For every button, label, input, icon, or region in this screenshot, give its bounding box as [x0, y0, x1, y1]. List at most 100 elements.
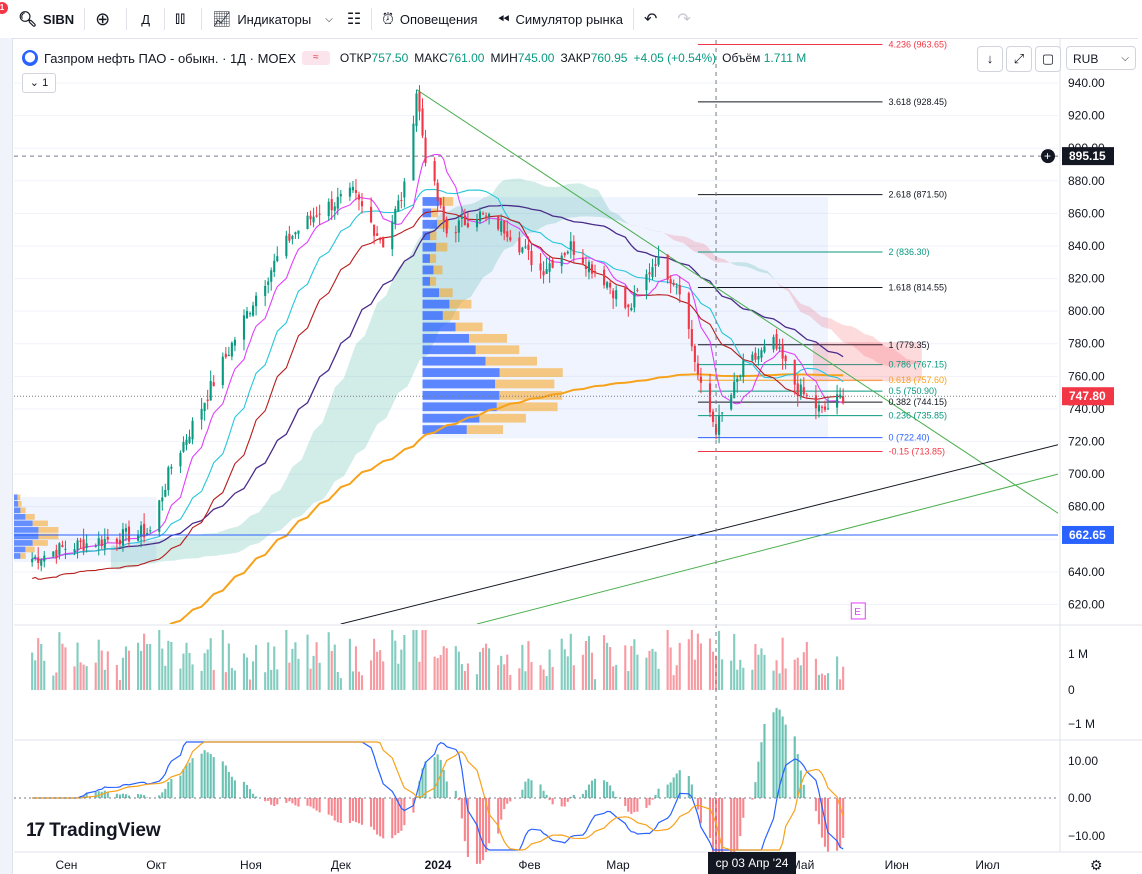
macd-histogram-bar — [351, 798, 354, 821]
ichimoku-cloud-segment — [906, 358, 916, 365]
candle-body — [37, 557, 40, 564]
indicators-collapse-button[interactable]: ⌄ 1 — [22, 73, 56, 93]
volume-bar — [760, 648, 763, 690]
hide-pill-button[interactable]: ≈ — [301, 51, 330, 65]
compare-symbol-button[interactable]: ⊕ — [85, 0, 126, 38]
indicators-button[interactable]: 📈︎ Индикаторы — [202, 0, 321, 38]
ichimoku-cloud-segment — [313, 422, 323, 504]
close-label: ЗАКР — [560, 51, 591, 65]
currency-select[interactable]: RUB ⌵ — [1066, 46, 1136, 70]
volume-bar — [221, 630, 224, 690]
ichimoku-cloud-segment — [673, 235, 683, 243]
undo-button[interactable]: ↶ — [634, 0, 667, 38]
candle-body — [200, 408, 203, 420]
volume-bar — [336, 671, 339, 690]
macd-histogram-bar — [675, 773, 678, 798]
layout-button[interactable]: ☷ — [337, 0, 371, 38]
macd-histogram-bar — [391, 798, 394, 839]
ichimoku-cloud-segment — [198, 534, 202, 559]
vp-bar-sell — [449, 299, 472, 309]
screenshot-button[interactable]: ▢ — [1035, 46, 1061, 72]
ichimoku-cloud-segment — [619, 215, 623, 222]
alerts-button[interactable]: ⏰︎ Оповещения — [372, 0, 487, 38]
volume-bar — [273, 646, 276, 690]
frame-icon: ▢ — [1041, 51, 1055, 66]
candle-body — [445, 218, 448, 234]
vp-bar-sell — [430, 231, 437, 241]
candle-body — [506, 231, 509, 238]
candle-body — [97, 538, 100, 545]
vp-bar-sell — [499, 390, 563, 400]
candle-body — [288, 233, 291, 241]
candle-body — [527, 244, 530, 251]
vp-bar-buy — [422, 333, 469, 343]
toolbar-divider — [201, 8, 203, 30]
ichimoku-cloud-segment — [307, 438, 311, 510]
macd-histogram-bar — [245, 784, 249, 798]
macd-histogram-bar — [527, 778, 530, 798]
volume-bar — [648, 650, 651, 690]
macd-histogram-bar — [733, 798, 736, 862]
ichimoku-cloud-segment — [567, 183, 577, 218]
macd-histogram-bar — [330, 798, 333, 816]
volume-bar — [572, 665, 575, 690]
macd-histogram-bar — [478, 798, 482, 864]
volume-bar — [252, 661, 255, 690]
volume-bar — [188, 652, 191, 690]
volume-bar — [836, 656, 839, 690]
candle-body — [391, 221, 394, 250]
volume-bar — [382, 661, 385, 690]
volume-bar — [209, 638, 212, 690]
ichimoku-cloud-segment — [259, 508, 263, 544]
volume-bar — [203, 653, 206, 690]
symbol-search[interactable]: 1 🔍︎ SIBN — [0, 0, 84, 38]
vp-bar-buy — [422, 276, 430, 286]
macd-histogram-bar — [584, 790, 587, 798]
candle-body — [264, 285, 267, 296]
ichimoku-cloud-segment — [915, 360, 919, 364]
candle-body — [40, 559, 43, 566]
macd-histogram-bar — [802, 784, 805, 798]
macd-histogram-bar — [481, 798, 485, 861]
candle-body — [149, 530, 152, 532]
low-label: МИН — [490, 51, 518, 65]
chart-type-button[interactable]: ⫾⫾ — [165, 0, 201, 38]
crosshair-price-label-bg — [1062, 147, 1114, 166]
volume-bar — [793, 659, 796, 690]
indicators-dropdown[interactable]: ⌵ — [321, 0, 337, 38]
macd-histogram-bar — [772, 712, 775, 798]
volume-bar — [497, 665, 500, 690]
ichimoku-cloud-segment — [207, 532, 217, 557]
volume-bar — [333, 644, 336, 690]
volume-bar — [630, 646, 633, 690]
macd-histogram-bar — [817, 798, 820, 825]
volume-bar — [775, 660, 778, 690]
ichimoku-cloud-segment — [265, 500, 269, 539]
candle-body — [481, 213, 485, 215]
candle-body — [170, 466, 173, 469]
ichimoku-cloud-segment — [800, 303, 810, 317]
macd-histogram-bar — [645, 798, 648, 808]
candle-body — [43, 555, 46, 562]
ichimoku-cloud-segment — [837, 322, 841, 340]
interval-button[interactable]: Д — [141, 11, 151, 27]
vp-bar-sell — [32, 520, 48, 527]
fullscreen-button[interactable]: ⤢ — [1006, 46, 1032, 72]
volume-bar — [233, 670, 236, 690]
candle-body — [327, 201, 330, 217]
macd-histogram-bar — [751, 798, 754, 800]
candle-body — [297, 230, 300, 234]
volume-bar — [488, 648, 491, 690]
fib-label: 2 (836.30) — [888, 247, 929, 257]
legend-title[interactable]: Газпром нефть ПАО - обыкн. · 1Д · MOEX — [44, 50, 296, 66]
replay-button[interactable]: ⏪︎ Симулятор рынка — [488, 0, 633, 38]
ichimoku-cloud-segment — [377, 295, 387, 425]
volume-bar — [590, 652, 594, 690]
volume-bar — [100, 650, 103, 690]
arrow-down-button[interactable]: ↓ — [977, 46, 1003, 72]
volume-bar — [291, 648, 294, 690]
ichimoku-cloud-segment — [791, 292, 795, 303]
redo-button[interactable]: ↷ — [667, 0, 700, 38]
plus-icon: + — [1044, 149, 1051, 163]
